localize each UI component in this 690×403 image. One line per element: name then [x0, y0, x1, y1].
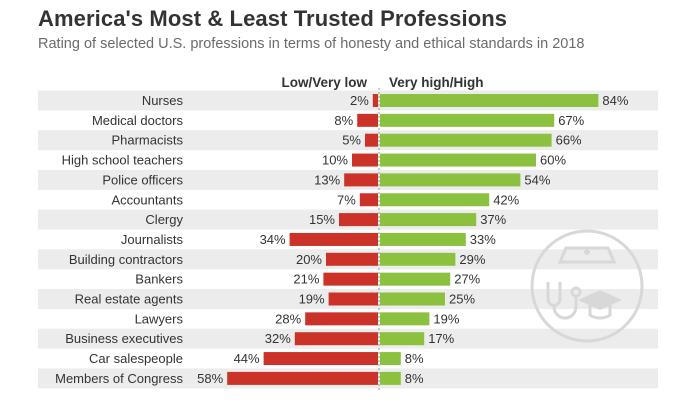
value-label-low: 7%: [337, 192, 356, 207]
bar-low: [357, 113, 378, 127]
bar-high: [380, 113, 555, 127]
value-label-high: 27%: [454, 272, 480, 287]
value-label-low: 20%: [296, 252, 322, 267]
bar-low: [344, 173, 378, 187]
chart-subtitle: Rating of selected U.S. professions in t…: [38, 36, 585, 52]
value-label-high: 33%: [470, 232, 496, 247]
category-label: Real estate agents: [75, 292, 184, 307]
value-label-high: 54%: [524, 172, 550, 187]
value-label-low: 8%: [334, 113, 353, 128]
bar-high: [380, 252, 456, 266]
bar-low: [323, 272, 378, 286]
value-label-high: 17%: [428, 331, 454, 346]
bar-high: [380, 213, 477, 227]
bar-low: [263, 352, 378, 366]
value-label-high: 66%: [556, 133, 582, 148]
value-label-low: 15%: [309, 212, 335, 227]
bar-high: [380, 312, 430, 326]
bar-high: [380, 94, 599, 107]
category-label: Bankers: [135, 272, 183, 287]
value-label-low: 2%: [350, 93, 369, 108]
bar-low: [359, 193, 378, 207]
chart-title: America's Most & Least Trusted Professio…: [38, 6, 508, 31]
bar-high: [380, 292, 445, 306]
value-label-high: 84%: [602, 93, 628, 108]
category-label: Members of Congress: [55, 371, 183, 386]
bar-high: [380, 133, 552, 147]
bar-high: [380, 193, 490, 207]
value-label-high: 29%: [459, 252, 485, 267]
medical-professions-icon: [530, 229, 644, 343]
bar-low: [227, 371, 378, 385]
legend-high: Very high/High: [389, 75, 484, 90]
bar-low: [289, 232, 378, 246]
bar-low: [326, 252, 378, 266]
value-label-low: 5%: [342, 133, 361, 148]
category-label: Journalists: [121, 232, 184, 247]
value-label-low: 13%: [314, 172, 340, 187]
value-label-low: 58%: [197, 371, 223, 386]
bar-high: [380, 272, 451, 286]
category-label: High school teachers: [62, 153, 184, 168]
value-label-high: 19%: [433, 311, 459, 326]
value-label-low: 34%: [260, 232, 286, 247]
value-label-high: 25%: [449, 292, 475, 307]
category-label: Medical doctors: [92, 113, 184, 128]
bar-high: [380, 371, 401, 385]
value-label-high: 8%: [405, 351, 424, 366]
value-label-high: 60%: [540, 153, 566, 168]
category-label: Car salespeople: [89, 351, 183, 366]
value-label-low: 10%: [322, 153, 348, 168]
value-label-high: 37%: [480, 212, 506, 227]
category-label: Pharmacists: [111, 133, 183, 148]
category-label: Lawyers: [135, 311, 184, 326]
value-label-low: 21%: [293, 272, 319, 287]
bar-high: [380, 153, 536, 167]
category-label: Nurses: [142, 93, 184, 108]
bar-low: [305, 312, 378, 326]
bar-low: [294, 332, 378, 346]
bar-high: [380, 352, 401, 366]
value-label-low: 32%: [265, 331, 291, 346]
category-label: Building contractors: [69, 252, 184, 267]
value-label-low: 19%: [299, 292, 325, 307]
category-label: Business executives: [65, 331, 183, 346]
bar-high: [380, 232, 466, 246]
bar-low: [328, 292, 378, 306]
bar-high: [380, 173, 521, 187]
value-label-low: 28%: [275, 311, 301, 326]
category-label: Police officers: [102, 172, 183, 187]
value-label-high: 42%: [493, 192, 519, 207]
value-label-low: 44%: [234, 351, 260, 366]
category-label: Accountants: [111, 192, 183, 207]
bar-low: [352, 153, 378, 167]
bar-high: [380, 332, 425, 346]
bar-low: [372, 94, 378, 107]
value-label-high: 8%: [405, 371, 424, 386]
legend-low: Low/Very low: [281, 75, 367, 90]
bar-low: [339, 213, 378, 227]
value-label-high: 67%: [558, 113, 584, 128]
category-label: Clergy: [145, 212, 183, 227]
bar-low: [365, 133, 378, 147]
